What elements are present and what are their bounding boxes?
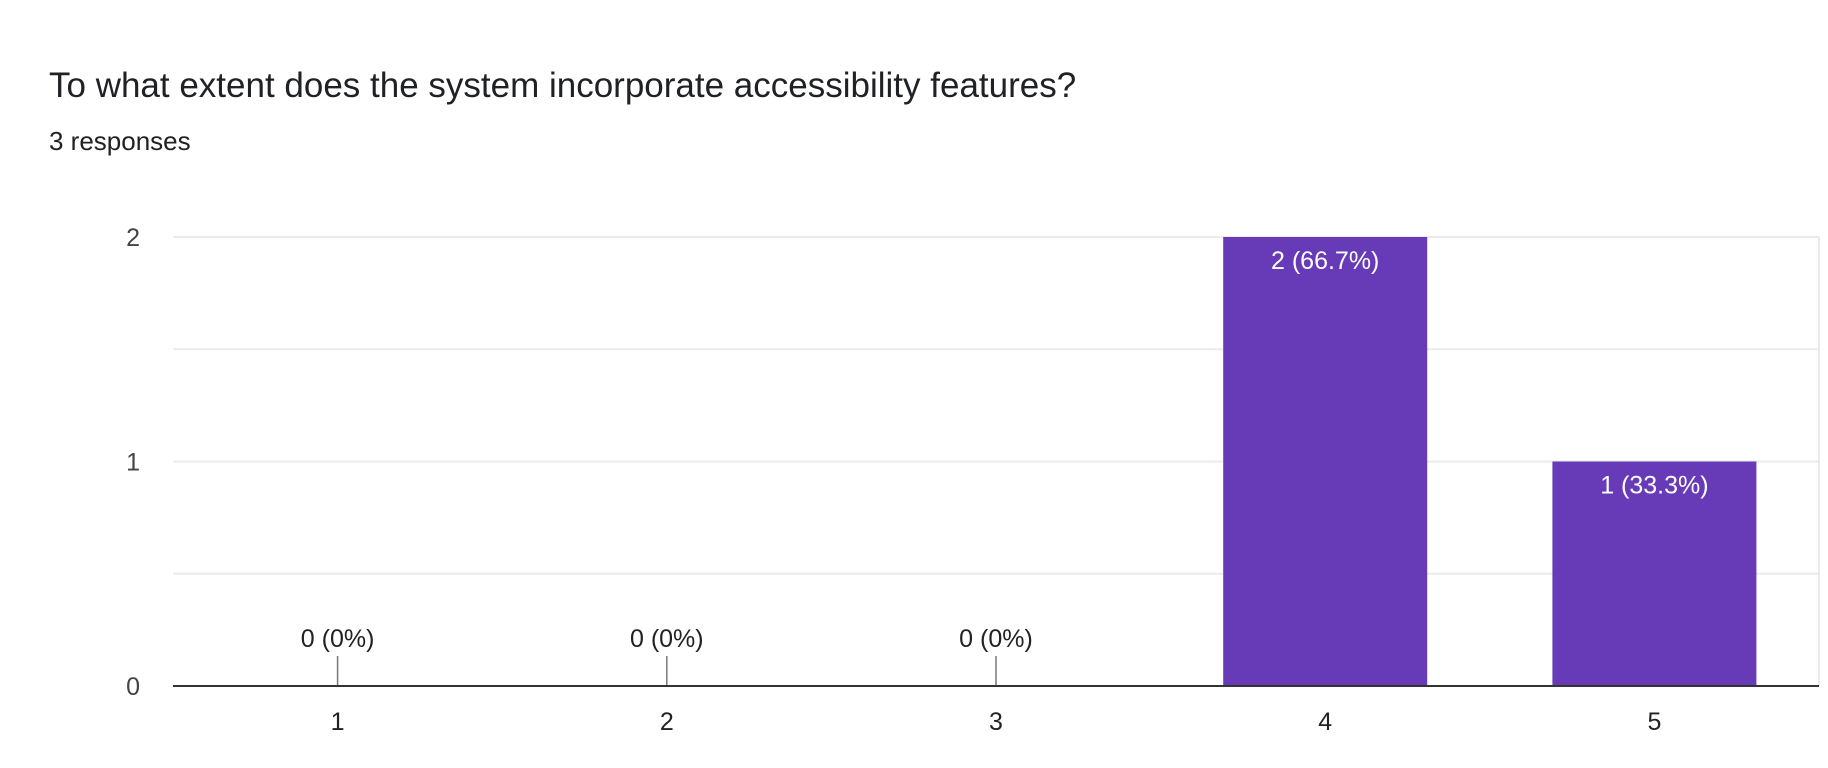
y-tick-label: 1 — [126, 449, 140, 477]
bar-4 — [1223, 237, 1428, 686]
data-label: 0 (0%) — [301, 625, 375, 653]
x-tick-label: 5 — [1647, 708, 1661, 736]
x-tick-label: 2 — [660, 708, 674, 736]
y-tick-label: 2 — [126, 224, 140, 252]
x-tick-label: 4 — [1318, 708, 1332, 736]
x-tick-label: 3 — [989, 708, 1003, 736]
data-label: 0 (0%) — [959, 625, 1033, 653]
question-title: To what extent does the system incorpora… — [49, 66, 1077, 105]
data-label: 2 (66.7%) — [1271, 247, 1379, 275]
response-count: 3 responses — [49, 126, 191, 156]
data-label: 0 (0%) — [630, 625, 704, 653]
bar-5 — [1552, 461, 1757, 686]
y-tick-label: 0 — [126, 673, 140, 701]
x-tick-label: 1 — [331, 708, 345, 736]
data-label: 1 (33.3%) — [1600, 472, 1708, 500]
